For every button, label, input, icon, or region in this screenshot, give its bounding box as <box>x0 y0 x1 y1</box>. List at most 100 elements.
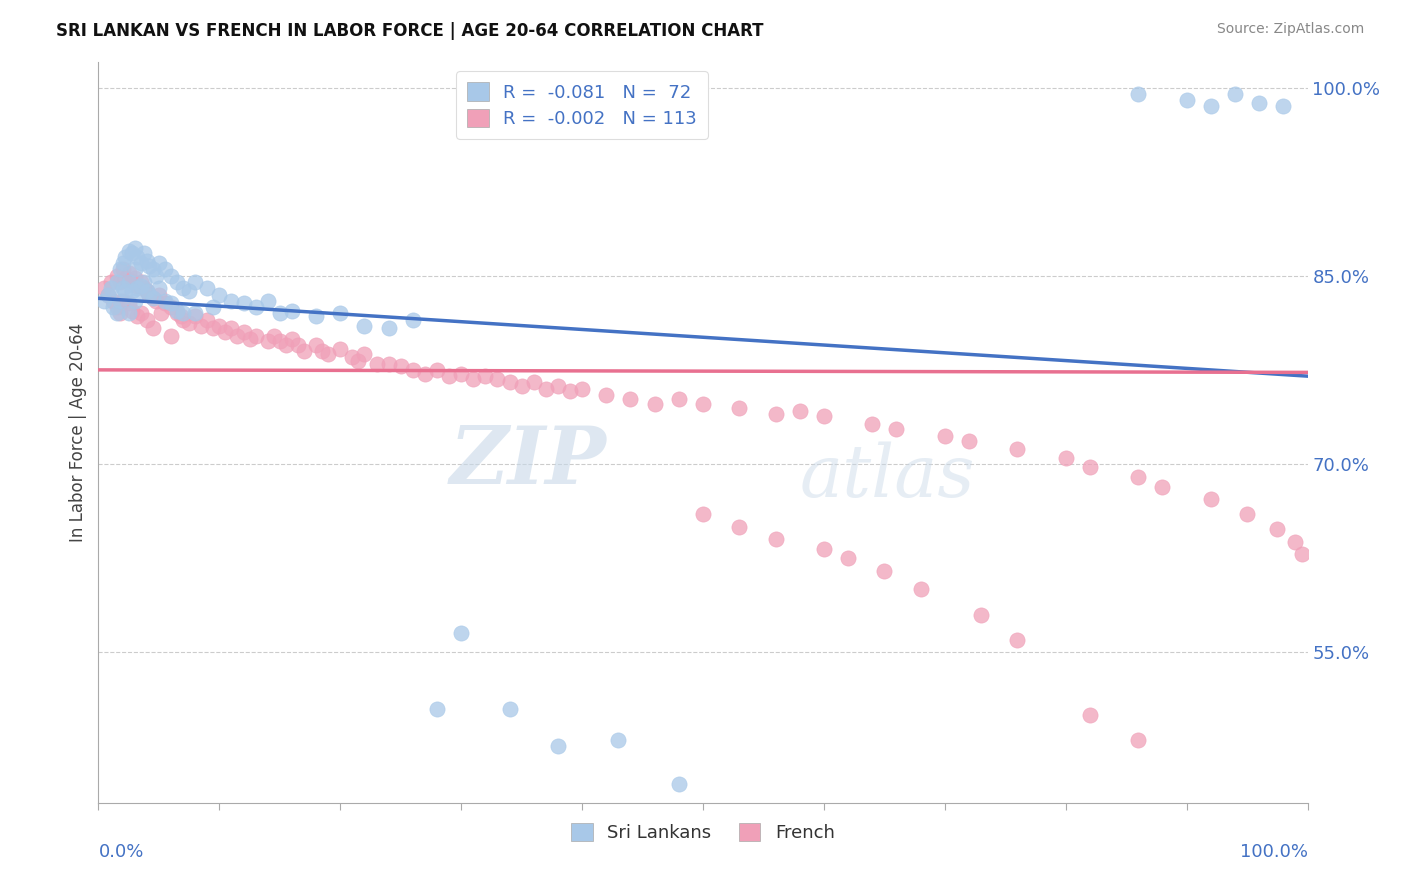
Point <box>134 275 156 289</box>
Point <box>195 312 218 326</box>
Point <box>1054 450 1077 465</box>
Point <box>118 244 141 258</box>
Point <box>101 300 124 314</box>
Point <box>134 281 156 295</box>
Point <box>1128 733 1150 747</box>
Point <box>558 384 581 399</box>
Point <box>208 287 231 301</box>
Point <box>111 281 134 295</box>
Point <box>160 300 183 314</box>
Point <box>118 266 141 280</box>
Point <box>121 274 143 288</box>
Point <box>389 359 412 373</box>
Point <box>111 293 134 308</box>
Point <box>160 296 183 310</box>
Point <box>1199 492 1222 507</box>
Point <box>93 281 115 295</box>
Point <box>142 321 165 335</box>
Point <box>124 262 146 277</box>
Point <box>1152 479 1174 493</box>
Point <box>121 246 143 260</box>
Point <box>1199 99 1222 113</box>
Point <box>523 376 546 390</box>
Point <box>1284 534 1306 549</box>
Point <box>353 318 375 333</box>
Point <box>127 278 149 293</box>
Point <box>595 388 617 402</box>
Point <box>100 275 122 289</box>
Point <box>190 318 212 333</box>
Point <box>1007 632 1029 647</box>
Point <box>202 300 225 314</box>
Point <box>166 306 188 320</box>
Point <box>129 275 152 289</box>
Point <box>668 777 690 791</box>
Point <box>153 293 176 308</box>
Point <box>214 325 236 339</box>
Point <box>287 338 309 352</box>
Point <box>97 287 120 301</box>
Point <box>692 397 714 411</box>
Point <box>305 338 328 352</box>
Point <box>498 701 520 715</box>
Point <box>195 281 218 295</box>
Point <box>114 271 136 285</box>
Point <box>127 309 149 323</box>
Text: Source: ZipAtlas.com: Source: ZipAtlas.com <box>1216 22 1364 37</box>
Point <box>142 262 165 277</box>
Point <box>118 296 141 310</box>
Point <box>232 296 254 310</box>
Point <box>153 262 176 277</box>
Point <box>118 275 141 289</box>
Point <box>239 331 262 345</box>
Y-axis label: In Labor Force | Age 20-64: In Labor Force | Age 20-64 <box>69 323 87 542</box>
Point <box>1249 95 1271 110</box>
Point <box>1078 459 1101 474</box>
Point <box>510 379 533 393</box>
Point <box>970 607 993 622</box>
Point <box>184 309 207 323</box>
Point <box>1291 547 1313 561</box>
Point <box>1128 469 1150 483</box>
Point <box>256 334 278 348</box>
Point <box>135 312 157 326</box>
Text: 0.0%: 0.0% <box>98 843 143 861</box>
Point <box>232 325 254 339</box>
Point <box>474 369 496 384</box>
Point <box>934 429 956 443</box>
Point <box>121 284 143 298</box>
Point <box>463 372 485 386</box>
Point <box>97 287 120 301</box>
Point <box>179 317 201 331</box>
Point <box>124 241 146 255</box>
Point <box>145 293 167 308</box>
Point <box>184 306 207 320</box>
Point <box>547 379 569 393</box>
Point <box>547 739 569 754</box>
Point <box>269 334 291 348</box>
Point <box>172 306 194 320</box>
Point <box>129 278 152 293</box>
Point <box>111 262 134 277</box>
Point <box>124 293 146 308</box>
Point <box>179 284 201 298</box>
Point <box>426 701 449 715</box>
Point <box>1272 99 1295 113</box>
Point <box>172 312 194 326</box>
Point <box>129 256 152 270</box>
Point <box>305 309 328 323</box>
Point <box>353 346 375 360</box>
Point <box>728 401 751 415</box>
Point <box>402 312 425 326</box>
Point <box>118 306 141 320</box>
Point <box>148 256 170 270</box>
Point <box>329 342 352 356</box>
Point <box>148 287 170 301</box>
Point <box>129 306 152 320</box>
Point <box>450 367 472 381</box>
Point <box>873 564 896 578</box>
Point <box>789 404 811 418</box>
Point <box>402 363 425 377</box>
Point <box>127 250 149 264</box>
Point <box>1007 442 1029 456</box>
